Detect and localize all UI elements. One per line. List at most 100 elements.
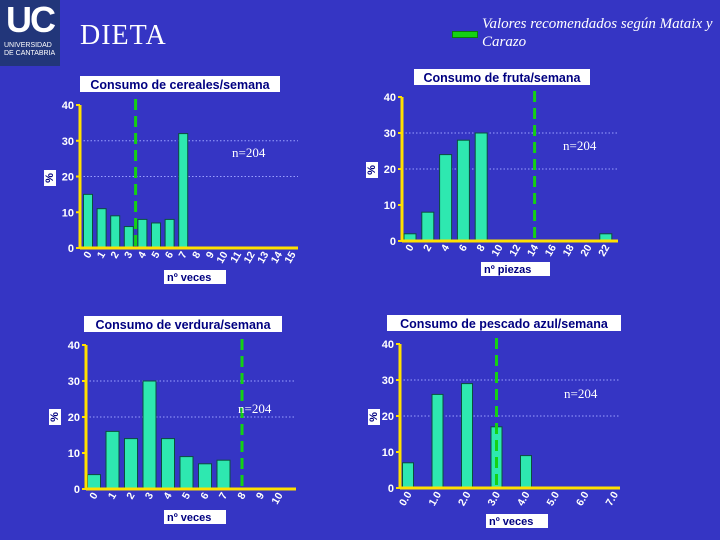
logo-text: UNIVERSIDAD DE CANTABRIA	[4, 42, 56, 57]
n-label: n=204	[238, 401, 272, 416]
x-tick-label: 10	[489, 242, 505, 258]
x-axis-label: nº veces	[167, 512, 211, 524]
y-tick-label: 30	[382, 375, 394, 387]
x-tick-label: 12	[242, 249, 258, 265]
y-tick-label: 40	[62, 100, 74, 112]
x-tick-label: 4.0	[515, 489, 533, 508]
x-tick-label: 4	[161, 490, 174, 501]
y-tick-label: 20	[62, 172, 74, 184]
chart-title-box	[387, 315, 621, 331]
x-tick-label: 6.0	[574, 489, 592, 508]
xlabel-box	[481, 262, 550, 276]
bar	[520, 455, 532, 489]
bar	[456, 139, 470, 242]
bar	[178, 133, 189, 249]
bar	[431, 393, 444, 489]
x-tick-label: 14	[269, 249, 285, 265]
chart-title: Consumo de pescado azul/semana	[400, 317, 609, 331]
page-title: DIETA	[80, 20, 167, 51]
y-tick-label: 40	[68, 340, 80, 352]
x-tick-label: 8	[235, 490, 248, 501]
x-tick-label: 5.0	[544, 489, 562, 508]
x-tick-label: 4	[439, 242, 452, 253]
bar	[83, 193, 93, 249]
bar	[142, 380, 157, 490]
logo-mark: UC	[6, 0, 56, 40]
x-tick-label: 10	[214, 249, 230, 265]
legend-swatch	[452, 31, 478, 38]
x-tick-label: 2.0	[456, 489, 474, 508]
x-tick-label: 12	[507, 242, 523, 258]
x-tick-label: 9	[204, 249, 217, 260]
ylabel-box	[368, 409, 380, 425]
x-tick-label: 7.0	[603, 489, 621, 508]
y-tick-label: 0	[68, 243, 74, 255]
xlabel-box	[486, 514, 548, 528]
x-tick-label: 8	[190, 249, 203, 260]
n-label: n=204	[563, 138, 597, 153]
x-tick-label: 2	[124, 490, 137, 501]
x-tick-label: 16	[543, 242, 559, 258]
x-tick-label: 1.0	[426, 489, 444, 508]
x-tick-label: 2	[421, 242, 434, 253]
bar	[151, 222, 161, 249]
x-tick-label: 7	[217, 490, 230, 501]
x-tick-label: 3	[122, 249, 135, 260]
ylabel-box	[44, 170, 56, 186]
chart-title: Consumo de verdura/semana	[95, 318, 271, 332]
bar	[123, 226, 134, 249]
x-tick-label: 5	[149, 249, 162, 260]
y-tick-label: 30	[68, 376, 80, 388]
xlabel-box	[164, 510, 226, 524]
bar	[439, 154, 453, 242]
bar	[87, 474, 101, 490]
y-axis-label: %	[366, 165, 378, 175]
x-tick-label: 0	[403, 242, 416, 253]
chart-title-box	[84, 316, 282, 332]
chart-title: Consumo de fruta/semana	[424, 71, 582, 85]
x-tick-label: 6	[457, 242, 470, 253]
n-label: n=204	[232, 145, 266, 160]
x-tick-label: 6	[198, 490, 211, 501]
x-tick-label: 5	[180, 490, 193, 501]
y-tick-label: 20	[384, 164, 396, 176]
x-tick-label: 3	[143, 490, 156, 501]
legend-text: Valores recomendados según Mataix y Cara…	[482, 16, 713, 50]
x-tick-label: 0	[87, 490, 100, 501]
university-logo: UC UNIVERSIDAD DE CANTABRIA	[0, 0, 60, 66]
x-tick-label: 10	[269, 490, 285, 506]
x-tick-label: 8	[474, 242, 487, 253]
x-tick-label: 15	[282, 249, 298, 265]
y-tick-label: 20	[68, 412, 80, 424]
y-tick-label: 0	[74, 484, 80, 496]
y-tick-label: 30	[62, 136, 74, 148]
x-tick-label: 14	[525, 242, 541, 258]
bar	[198, 463, 212, 490]
y-tick-label: 40	[384, 92, 396, 104]
chart-3: Consumo de pescado azul/semana 0 10 20 30 40 0…	[368, 315, 621, 528]
x-tick-label: 0.0	[397, 489, 415, 508]
x-axis-label: nº piezas	[484, 264, 531, 276]
bar	[161, 438, 175, 490]
chart-title-box	[80, 76, 280, 92]
x-tick-label: 1	[95, 249, 108, 260]
x-tick-label: 3.0	[485, 489, 503, 508]
bar	[179, 456, 194, 490]
x-tick-label: 20	[578, 242, 594, 258]
y-axis-label: %	[44, 173, 56, 183]
bar	[124, 438, 138, 490]
bar	[110, 215, 121, 249]
y-axis-label: %	[49, 412, 61, 422]
y-tick-label: 30	[384, 128, 396, 140]
ylabel-box	[366, 162, 378, 178]
x-axis-label: nº veces	[167, 272, 211, 284]
chart-title: Consumo de cereales/semana	[90, 78, 270, 92]
x-tick-label: 6	[163, 249, 176, 260]
x-tick-label: 2	[108, 249, 121, 260]
xlabel-box	[164, 270, 226, 284]
x-tick-label: 11	[228, 249, 244, 265]
